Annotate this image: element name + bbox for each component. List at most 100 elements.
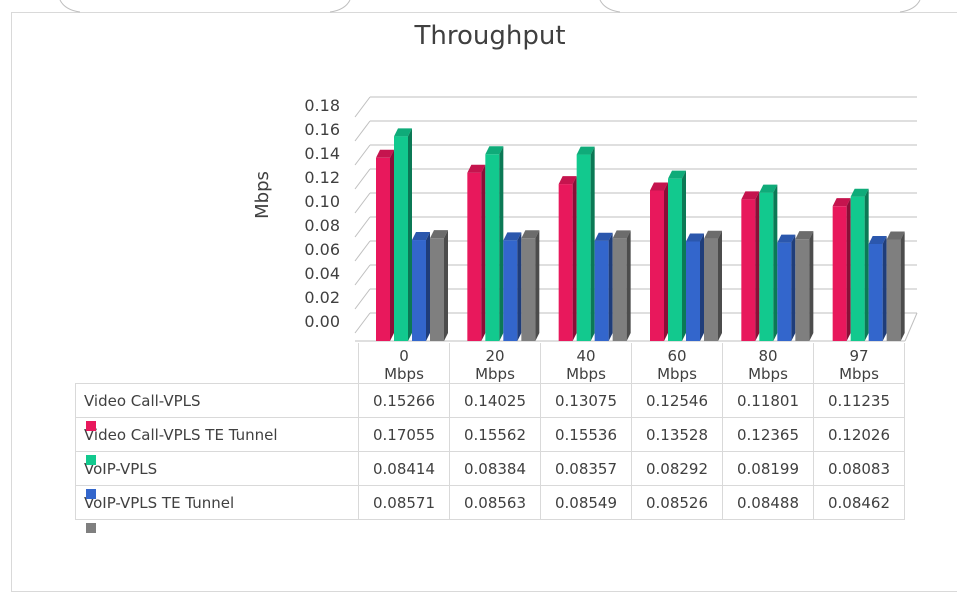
value-cell: 0.08083 xyxy=(813,451,905,486)
category-label: 0 Mbps xyxy=(384,347,424,383)
bar-top xyxy=(868,236,887,245)
bar-top xyxy=(650,182,668,191)
bar xyxy=(850,196,865,341)
bar xyxy=(430,238,444,341)
legend-key xyxy=(86,489,96,499)
bar-side xyxy=(426,232,430,341)
bar-top xyxy=(503,232,522,241)
grid-line-side xyxy=(354,144,371,166)
y-tick-label: 0.02 xyxy=(304,288,340,307)
bar xyxy=(412,240,426,341)
bar xyxy=(503,240,518,341)
bar-side xyxy=(700,233,704,341)
bar-top xyxy=(467,164,486,173)
value-cell: 0.13075 xyxy=(540,383,632,418)
chart: Throughput Mbps 0.00 0.02 0.04 0.06 0.08 0.10… xyxy=(59,0,921,342)
grid-line-side xyxy=(354,312,371,334)
bar xyxy=(795,239,810,341)
bar-side xyxy=(608,232,613,341)
chart-title: Throughput xyxy=(413,21,565,51)
bar-side xyxy=(809,231,814,341)
value-cell: 0.08384 xyxy=(449,451,541,486)
value-cell: 0.08571 xyxy=(358,485,450,520)
series-name: Video Call-VPLS TE Tunnel xyxy=(84,425,278,444)
category-label: 60 Mbps xyxy=(657,347,697,383)
bar-top xyxy=(704,230,722,239)
value-cell: 0.11235 xyxy=(813,383,905,418)
legend-key xyxy=(86,523,96,533)
floor-right xyxy=(904,312,918,342)
value-cell: 0.17055 xyxy=(358,417,450,452)
category-label: 80 Mbps xyxy=(748,347,788,383)
bar-side xyxy=(499,146,504,341)
series-name-cell: VoIP-VPLS TE Tunnel xyxy=(75,485,359,533)
category-cell: 0 Mbps xyxy=(358,343,450,384)
value-cell: 0.12026 xyxy=(813,417,905,452)
category-cell: 80 Mbps xyxy=(722,343,814,384)
bar-side xyxy=(408,128,412,341)
series-row: Video Call-VPLS TE Tunnel 0.17055 0.15562 0… xyxy=(75,417,905,465)
y-tick-label: 0.16 xyxy=(304,120,340,139)
bar-top xyxy=(795,231,814,240)
bar xyxy=(576,154,591,341)
bar-side xyxy=(846,198,851,341)
legend-key xyxy=(86,455,96,465)
grid-line-side xyxy=(354,288,371,310)
bar-side xyxy=(900,231,905,341)
bar-side xyxy=(481,164,486,341)
bar-side xyxy=(626,230,631,341)
grid-line-side xyxy=(354,168,371,190)
bar-side xyxy=(864,188,869,341)
y-tick-label: 0.14 xyxy=(304,144,340,163)
bar xyxy=(832,206,847,341)
bar-side xyxy=(444,230,448,341)
y-tick-label: 0.18 xyxy=(304,96,340,115)
value-cell: 0.15536 xyxy=(540,417,632,452)
series-name-cell: Video Call-VPLS TE Tunnel xyxy=(75,417,359,465)
page: {"chart_data": {"type": "bar3d", "title"… xyxy=(11,0,957,592)
series-row: Video Call-VPLS 0.15266 0.14025 0.13075 0.12… xyxy=(75,383,905,431)
bar xyxy=(886,239,901,341)
category-label: 40 Mbps xyxy=(566,347,606,383)
category-cell: 97 Mbps xyxy=(813,343,905,384)
bar-side xyxy=(791,234,796,341)
bar xyxy=(668,178,682,341)
data-table: 0 Mbps 20 Mbps 40 Mbps 60 Mbps 80 Mbps 97 Mbp… xyxy=(75,343,905,533)
series-name: VoIP-VPLS TE Tunnel xyxy=(84,493,235,512)
bar xyxy=(741,199,756,341)
bar xyxy=(868,244,883,341)
bar xyxy=(650,190,664,341)
bar-top xyxy=(832,198,851,207)
bar-side xyxy=(664,182,668,341)
bar-side xyxy=(535,230,540,341)
bar-side xyxy=(773,184,778,341)
value-cell: 0.14025 xyxy=(449,383,541,418)
y-tick-label: 0.10 xyxy=(304,192,340,211)
y-tick-label: 0.08 xyxy=(304,216,340,235)
bar xyxy=(394,136,408,341)
bar-top xyxy=(886,231,905,240)
bar-top xyxy=(759,184,778,193)
grid-line-side xyxy=(354,240,371,262)
category-cell: 20 Mbps xyxy=(449,343,541,384)
value-cell: 0.08292 xyxy=(631,451,723,486)
bar xyxy=(521,238,536,341)
bar-top xyxy=(850,188,869,197)
grid-line-side xyxy=(354,96,371,118)
value-cell: 0.13528 xyxy=(631,417,723,452)
bar-top xyxy=(376,149,394,158)
bar-side xyxy=(517,232,522,341)
grid-line-side xyxy=(354,216,371,238)
series-name: Video Call-VPLS xyxy=(84,391,201,410)
bar xyxy=(594,240,609,341)
bar xyxy=(485,154,500,341)
bar xyxy=(558,184,573,341)
y-tick-label: 0.12 xyxy=(304,168,340,187)
bar-side xyxy=(755,191,760,341)
series-name-cell: Video Call-VPLS xyxy=(75,383,359,431)
bar-side xyxy=(882,236,887,341)
value-cell: 0.12546 xyxy=(631,383,723,418)
category-label: 97 Mbps xyxy=(839,347,879,383)
bar-top xyxy=(558,176,577,185)
bar-top xyxy=(394,128,412,137)
